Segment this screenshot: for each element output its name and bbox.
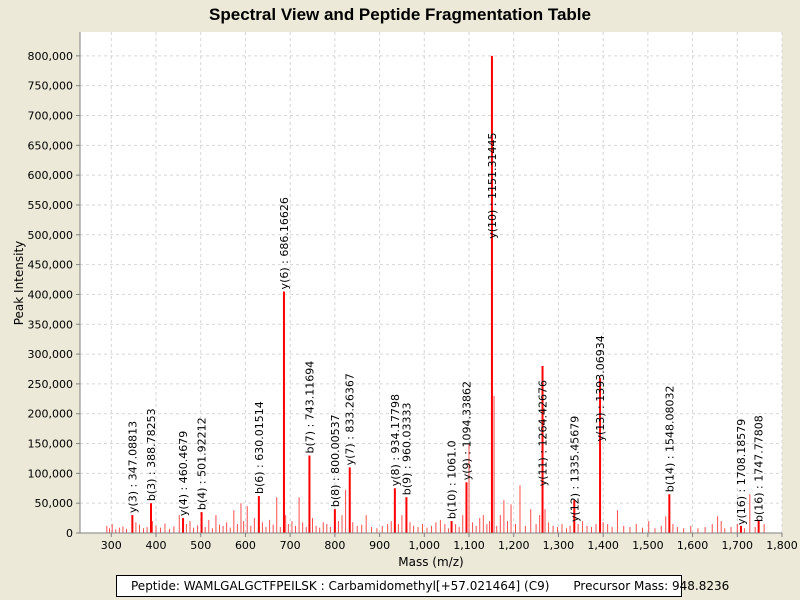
y-tick-label: 250,000 (28, 378, 74, 391)
x-tick-label: 500 (190, 539, 211, 552)
fragment-label: b(4) : 501.92212 (196, 417, 209, 510)
grid (80, 32, 783, 534)
fragment-label: b(8) : 800.00537 (329, 414, 342, 507)
fragment-label: y(16) : 1708.18579 (735, 419, 748, 525)
fragment-label: y(4) : 460.4679 (177, 431, 190, 516)
fragment-label: y(9) : 1094.33862 (460, 381, 473, 480)
fragment-label: b(14) : 1548.08032 (663, 385, 676, 492)
fragment-label: b(16) : 1747.77808 (753, 415, 766, 522)
y-tick-label: 300,000 (28, 348, 74, 361)
fragment-label: y(8) : 934.17798 (389, 394, 402, 486)
x-tick-label: 1,300 (543, 539, 575, 552)
x-tick-label: 600 (235, 539, 256, 552)
y-tick-label: 600,000 (28, 169, 74, 182)
x-tick-label: 1,400 (587, 539, 619, 552)
y-tick-label: 400,000 (28, 288, 74, 301)
y-tick-label: 800,000 (28, 50, 74, 63)
y-tick-label: 650,000 (28, 139, 74, 152)
fragment-label: b(6) : 630.01514 (253, 401, 266, 494)
spectrum-chart: Spectral View and Peptide Fragmentation … (12, 5, 798, 569)
fragment-label: y(3) : 347.08813 (126, 421, 139, 513)
y-tick-label: 100,000 (28, 467, 74, 480)
x-tick-label: 300 (101, 539, 122, 552)
y-tick-label: 550,000 (28, 199, 74, 212)
axes: 0 50,000 100,000 150,000 200,000 250,000 300,0… (28, 32, 798, 552)
y-tick-label: 350,000 (28, 318, 74, 331)
fragment-label: y(10) : 1151.31445 (486, 132, 499, 238)
x-tick-label: 900 (369, 539, 390, 552)
x-tick-label: 1,200 (498, 539, 530, 552)
y-tick-label: 500,000 (28, 229, 74, 242)
x-tick-label: 1,600 (677, 539, 709, 552)
fragment-label: b(3) : 388.78253 (145, 408, 158, 501)
fragment-label: y(13) : 1393.06934 (594, 335, 607, 441)
x-axis-label: Mass (m/z) (398, 555, 463, 569)
x-tick-label: 400 (146, 539, 167, 552)
y-tick-label: 200,000 (28, 408, 74, 421)
fragment-label: b(10) : 1061.0 (446, 440, 459, 519)
fragment-label: y(7) : 833.26367 (344, 373, 357, 465)
fragment-label: y(12) : 1335.45679 (568, 416, 581, 522)
fragment-annotations: y(3) : 347.08813 b(3) : 388.78253 y(4) : 4… (126, 132, 765, 525)
y-tick-label: 450,000 (28, 259, 74, 272)
y-tick-label: 700,000 (28, 110, 74, 123)
y-tick-label: 0 (66, 527, 73, 540)
x-tick-label: 1,700 (722, 539, 754, 552)
y-tick-label: 50,000 (35, 497, 74, 510)
x-tick-label: 1,100 (453, 539, 485, 552)
x-tick-label: 700 (280, 539, 301, 552)
x-tick-label: 1,500 (632, 539, 664, 552)
peptide-info: Peptide: WAMLGALGCTFPEILSK : Carbamidome… (131, 579, 550, 593)
y-axis-label: Peak Intensity (12, 241, 26, 326)
fragment-label: b(9) : 960.03333 (400, 402, 413, 495)
chart-title: Spectral View and Peptide Fragmentation … (209, 5, 591, 24)
x-tick-label: 1,000 (409, 539, 441, 552)
fragment-label: y(6) : 686.16626 (278, 197, 291, 289)
y-tick-label: 150,000 (28, 438, 74, 451)
x-tick-label: 800 (324, 539, 345, 552)
y-tick-label: 750,000 (28, 80, 74, 93)
fragment-label: b(7) : 743.11694 (303, 361, 316, 454)
x-tick-label: 1,800 (766, 539, 798, 552)
peaks (106, 55, 765, 533)
peptide-info-box: Peptide: WAMLGALGCTFPEILSK : Carbamidome… (116, 575, 729, 597)
precursor-mass: Precursor Mass: 948.8236 (573, 579, 730, 593)
fragment-label: y(11) : 1264.42676 (537, 380, 550, 486)
